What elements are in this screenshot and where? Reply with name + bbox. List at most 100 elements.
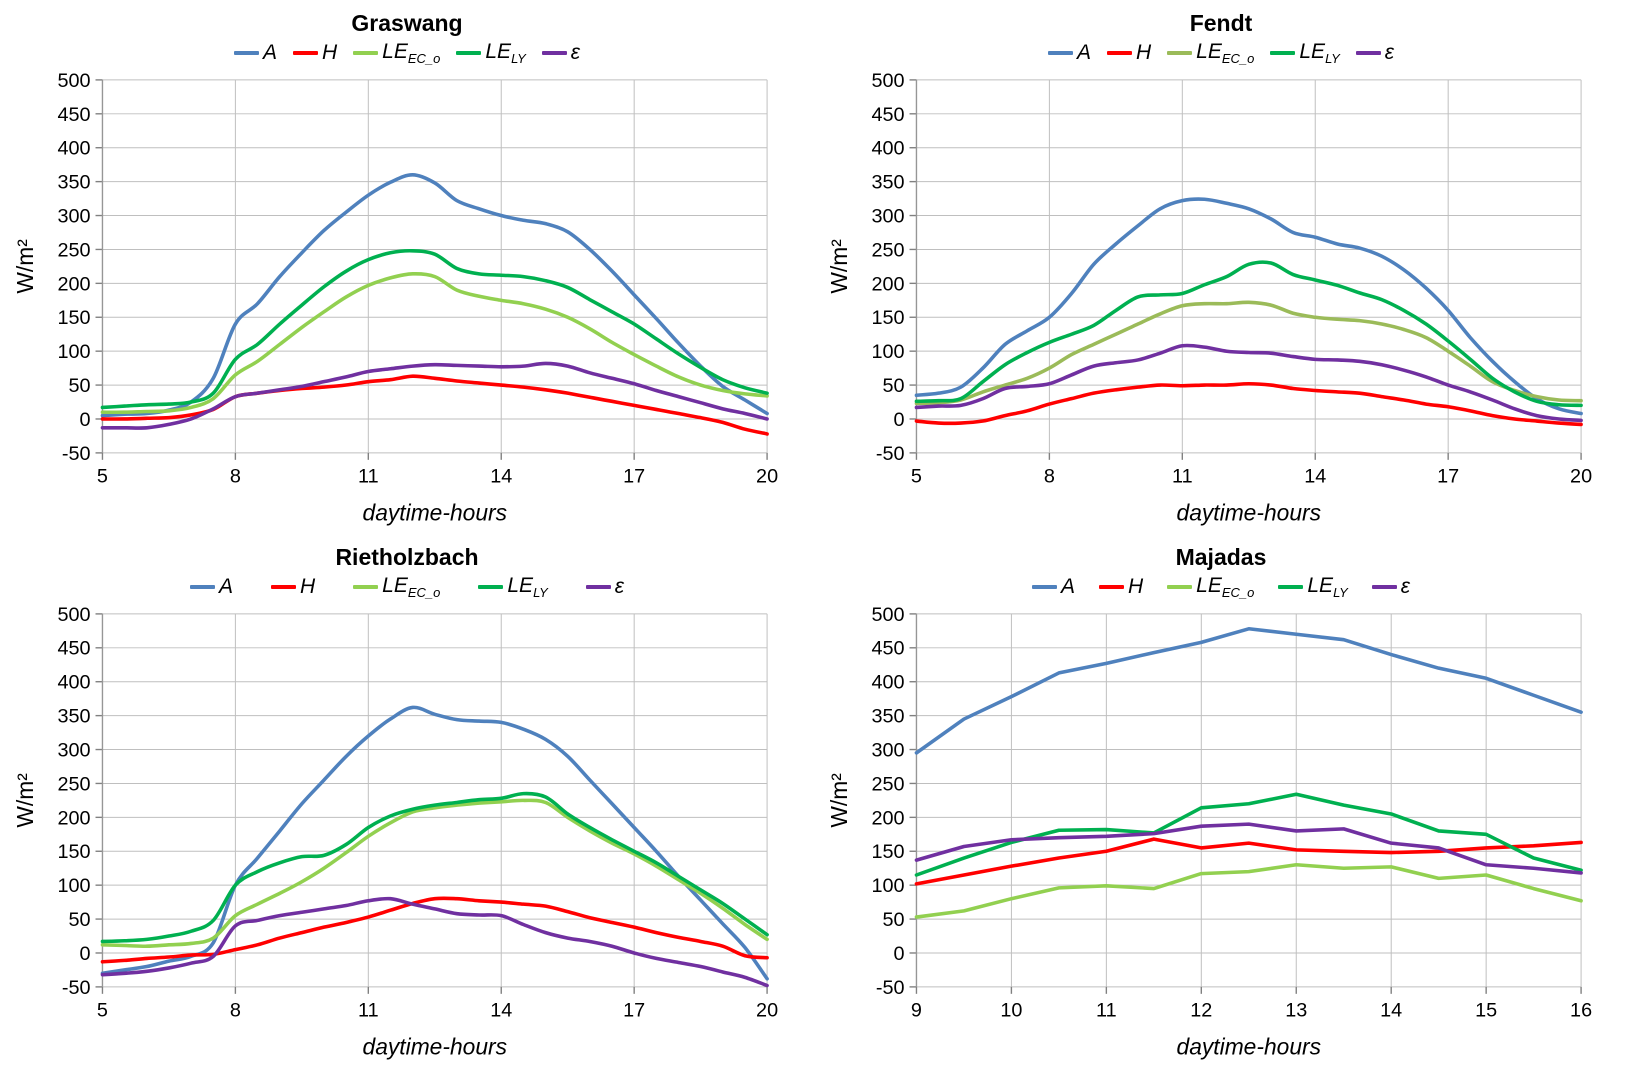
chart-plot-majadas: -50 0 50 100 150 200 250 300 350 400 450 500 9 10 11 12… — [826, 604, 1592, 1059]
legend-label: A — [1060, 574, 1075, 598]
y-tick-label: 400 — [57, 137, 90, 159]
chart-cell-majadas: Majadas A H LEEC_o LELY ε -50 0 50 100 150 200 250… — [814, 534, 1628, 1068]
x-tick-label: 17 — [623, 465, 645, 487]
x-tick-label: 14 — [1304, 465, 1326, 487]
y-tick-label: 50 — [68, 909, 90, 931]
y-tick-label: 350 — [871, 171, 904, 193]
x-tick-label: 8 — [230, 465, 241, 487]
y-axis-title: W/m² — [12, 239, 38, 294]
x-tick-label: 14 — [1380, 999, 1402, 1021]
y-tick-label: 50 — [68, 375, 90, 397]
legend-item-h: H — [292, 40, 338, 65]
legend-line-swatch — [1031, 584, 1057, 589]
y-tick-label: 250 — [57, 773, 90, 795]
y-tick-label: -50 — [876, 977, 905, 999]
legend-line-swatch — [1371, 584, 1397, 589]
y-tick-label: 250 — [57, 239, 90, 261]
y-tick-label: 50 — [882, 375, 904, 397]
legend-item-lely: LELY — [478, 574, 548, 600]
y-tick-label: 150 — [57, 841, 90, 863]
legend-label: LELY — [1299, 39, 1340, 66]
x-tick-label: 12 — [1190, 999, 1212, 1021]
chart-legend-rietholzbach: A H LEEC_o LELY ε — [189, 572, 624, 602]
series-line-le_ec_o — [914, 862, 1583, 919]
chart-cell-graswang: Graswang A H LEEC_o LELY ε -50 0 50 100 150 200 25… — [0, 0, 814, 534]
y-tick-label: 100 — [871, 875, 904, 897]
y-tick-label: 400 — [871, 137, 904, 159]
y-tick-label: 400 — [871, 671, 904, 693]
x-tick-label: 5 — [97, 999, 108, 1021]
legend-label: LELY — [485, 39, 526, 66]
x-tick-label: 15 — [1475, 999, 1497, 1021]
chart-cell-fendt: Fendt A H LEEC_o LELY ε -50 0 50 100 150 200 250 30… — [814, 0, 1628, 534]
legend-line-swatch — [1355, 50, 1381, 55]
legend-label: H — [321, 40, 338, 64]
x-tick-label: 16 — [1570, 999, 1592, 1021]
x-tick-label: 11 — [1172, 465, 1193, 487]
y-tick-label: 150 — [871, 307, 904, 329]
x-tick-label: 5 — [911, 465, 922, 487]
y-axis-title: W/m² — [12, 773, 38, 828]
y-tick-label: 350 — [57, 171, 90, 193]
series-line-ε — [914, 822, 1583, 875]
y-tick-label: 200 — [57, 807, 90, 829]
series-line-h — [914, 837, 1583, 886]
legend-line-swatch — [189, 584, 215, 589]
y-tick-label: 400 — [57, 671, 90, 693]
legend-line-swatch — [1167, 584, 1193, 589]
chart-title-rietholzbach: Rietholzbach — [335, 544, 479, 570]
x-axis-title: daytime-hours — [1177, 499, 1321, 525]
x-tick-label: 20 — [756, 465, 778, 487]
x-axis-title: daytime-hours — [1177, 1033, 1321, 1059]
legend-item-a: A — [189, 575, 233, 599]
y-tick-label: -50 — [62, 443, 91, 465]
legend-line-swatch — [233, 50, 259, 55]
x-tick-label: 11 — [1096, 999, 1117, 1021]
legend-item-h: H — [1098, 575, 1143, 599]
y-tick-label: 500 — [871, 70, 904, 92]
legend-line-swatch — [270, 584, 296, 589]
y-tick-label: 50 — [882, 909, 904, 931]
x-tick-label: 20 — [1570, 465, 1592, 487]
y-tick-label: 200 — [871, 273, 904, 295]
legend-line-swatch — [353, 50, 379, 55]
legend-item-a: A — [1047, 41, 1091, 65]
legend-label: LEEC_o — [1196, 573, 1255, 600]
legend-label: H — [1135, 40, 1152, 64]
legend-line-swatch — [1106, 50, 1132, 55]
y-tick-label: 0 — [894, 409, 905, 431]
x-tick-label: 13 — [1285, 999, 1307, 1021]
y-tick-label: 150 — [57, 307, 90, 329]
legend-item-leec_o: LEEC_o — [1167, 574, 1254, 600]
series-line-le_ec_o — [914, 300, 1583, 405]
y-tick-label: 150 — [871, 841, 904, 863]
y-tick-label: 500 — [57, 70, 90, 92]
legend-item-lely: LELY — [1270, 39, 1340, 66]
legend-item-ε: ε — [1371, 575, 1410, 599]
y-tick-label: 450 — [871, 638, 904, 660]
x-tick-label: 14 — [490, 465, 512, 487]
legend-label: ε — [1384, 40, 1395, 64]
y-tick-label: 450 — [871, 104, 904, 126]
legend-label: A — [262, 40, 277, 64]
legend-line-swatch — [353, 584, 379, 589]
chart-title-graswang: Graswang — [351, 10, 463, 36]
y-tick-label: 100 — [57, 341, 90, 363]
x-tick-label: 20 — [756, 999, 778, 1021]
legend-line-swatch — [1047, 50, 1073, 55]
series-line-a — [914, 197, 1583, 416]
chart-title-majadas: Majadas — [1175, 544, 1267, 570]
legend-item-h: H — [270, 574, 316, 599]
legend-label: H — [299, 574, 316, 598]
legend-item-leec_o: LEEC_o — [1167, 40, 1254, 66]
legend-item-a: A — [233, 40, 277, 65]
legend-line-swatch — [1167, 50, 1193, 55]
chart-plot-graswang: -50 0 50 100 150 200 250 300 350 400 450 500 5 8 11 14 1… — [12, 70, 778, 525]
y-tick-label: 100 — [57, 875, 90, 897]
y-tick-label: 450 — [57, 638, 90, 660]
y-tick-label: 0 — [80, 943, 91, 965]
x-tick-label: 10 — [1000, 999, 1022, 1021]
series-line-h — [914, 381, 1583, 426]
legend-item-leec_o: LEEC_o — [353, 574, 440, 600]
